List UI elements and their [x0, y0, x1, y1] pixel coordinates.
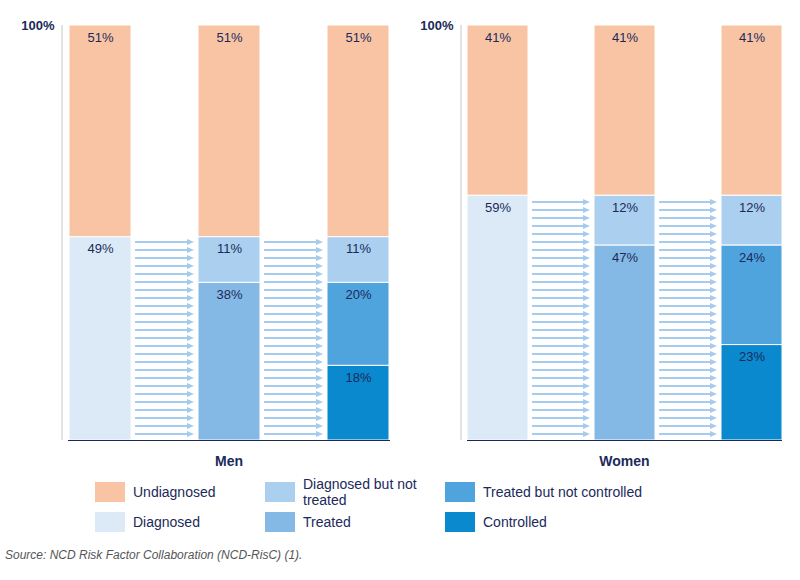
svg-text:11%: 11%	[217, 241, 242, 256]
svg-text:49%: 49%	[87, 241, 113, 256]
svg-text:41%: 41%	[739, 30, 765, 45]
html-text:Diagnosed: Diagnosed	[133, 514, 200, 530]
svg-text:38%: 38%	[216, 287, 242, 302]
html-text:Source: NCD Risk Factor Collab: Source: NCD Risk Factor Collaboration (N…	[5, 548, 303, 562]
svg-text:51%: 51%	[87, 30, 113, 45]
svg-text:100%: 100%	[420, 18, 454, 33]
html-text:Men: Men	[215, 453, 243, 469]
html-text:Controlled: Controlled	[483, 514, 547, 530]
svg-text:59%: 59%	[485, 200, 511, 215]
svg-text:12%: 12%	[612, 200, 638, 215]
svg-text:18%: 18%	[345, 370, 371, 385]
svg-text:41%: 41%	[485, 30, 511, 45]
svg-text:100%: 100%	[21, 18, 55, 33]
svg-text:24%: 24%	[739, 250, 765, 265]
svg-text:12%: 12%	[739, 200, 765, 215]
svg-text:20%: 20%	[345, 287, 371, 302]
svg-text:11%: 11%	[346, 241, 371, 256]
html-text:Treated: Treated	[303, 514, 351, 530]
svg-text:47%: 47%	[612, 250, 638, 265]
svg-text:23%: 23%	[739, 349, 765, 364]
svg-text:51%: 51%	[345, 30, 371, 45]
svg-text:51%: 51%	[216, 30, 242, 45]
svg-text:41%: 41%	[612, 30, 638, 45]
html-text:Diagnosed but not treated: Diagnosed but not treated	[303, 476, 417, 508]
html-text:Treated but not controlled: Treated but not controlled	[483, 484, 642, 500]
html-text:Women: Women	[599, 453, 650, 469]
html-text:Undiagnosed: Undiagnosed	[133, 484, 216, 500]
